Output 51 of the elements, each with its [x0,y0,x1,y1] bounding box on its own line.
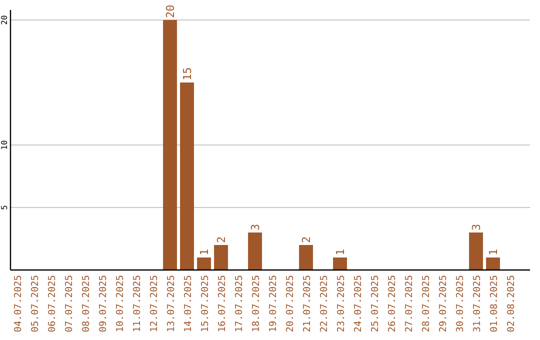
x-tick-label: 13.07.2025 [166,275,177,332]
x-tick-label: 24.07.2025 [353,275,364,332]
data-label: 3 [470,224,483,230]
x-tick-label: 25.07.2025 [370,275,381,332]
x-tick-label: 20.07.2025 [285,275,296,332]
x-tick-label: 15.07.2025 [200,275,211,332]
x-tick-label: 23.07.2025 [336,275,347,332]
data-label: 2 [300,236,313,243]
data-label: 1 [198,248,211,256]
bar [163,20,177,270]
bar [248,232,262,270]
bar [333,258,347,270]
x-tick-label: 12.07.2025 [149,275,160,332]
x-tick-label: 16.07.2025 [217,275,228,332]
x-tick-label: 09.07.2025 [98,275,109,332]
x-tick-label: 28.07.2025 [421,275,432,332]
x-tick-label: 26.07.2025 [387,275,398,332]
y-tick-label: 10 [0,140,9,150]
data-label: 20 [164,4,177,18]
bar [299,245,313,270]
x-tick-label: 14.07.2025 [183,275,194,332]
bar [469,232,483,270]
data-label: 15 [181,67,194,80]
x-tick-label: 19.07.2025 [268,275,279,332]
bar [486,258,500,270]
x-tick-label: 11.07.2025 [132,275,143,332]
x-tick-label: 08.07.2025 [81,275,92,332]
x-tick-label: 06.07.2025 [47,275,58,332]
data-label: 1 [487,248,500,256]
bar [214,245,228,270]
x-tick-label: 31.07.2025 [472,275,483,332]
data-label: 2 [215,236,228,243]
data-label: 1 [334,248,347,256]
bar [197,258,211,270]
x-tick-label: 22.07.2025 [319,275,330,332]
bar [180,82,194,270]
x-tick-label: 18.07.2025 [251,275,262,332]
x-tick-label: 21.07.2025 [302,275,313,332]
x-tick-label: 02.08.2025 [506,275,517,332]
y-tick-label: 5 [0,204,9,210]
x-tick-label: 30.07.2025 [455,275,466,332]
data-label: 3 [249,224,262,230]
x-tick-label: 17.07.2025 [234,275,245,332]
x-tick-label: 05.07.2025 [30,275,41,332]
y-tick-label: 20 [0,15,9,25]
x-tick-label: 07.07.2025 [64,275,75,332]
x-tick-label: 04.07.2025 [13,275,24,332]
x-tick-label: 10.07.2025 [115,275,126,332]
x-tick-label: 29.07.2025 [438,275,449,332]
x-tick-label: 27.07.2025 [404,275,415,332]
x-tick-label: 01.08.2025 [489,275,500,332]
